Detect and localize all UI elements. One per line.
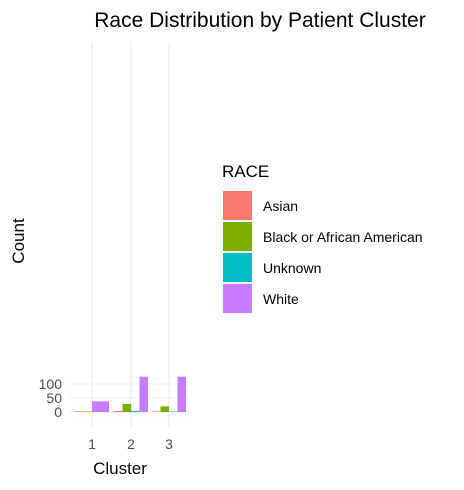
bar-white-cluster-1 [92, 401, 109, 412]
legend-label-asian: Asian [263, 198, 298, 214]
bar-unknown-cluster-3 [169, 411, 178, 412]
legend-key-white [223, 284, 252, 313]
legend-key-black-or-african-american [223, 222, 252, 251]
bar-black-or-african-american-cluster-1 [75, 411, 92, 412]
legend-label-white: White [263, 291, 299, 307]
bar-white-cluster-2 [139, 376, 148, 412]
bar-asian-cluster-3 [152, 411, 161, 412]
x-tick-label-2: 2 [127, 436, 135, 452]
x-tick-label-1: 1 [88, 436, 96, 452]
bar-white-cluster-3 [177, 376, 186, 412]
x-axis-ticks: 1 2 3 [88, 436, 173, 452]
y-axis-label: Count [9, 218, 28, 264]
legend-key-asian [223, 191, 252, 220]
bar-black-or-african-american-cluster-2 [122, 403, 131, 412]
legend-key-unknown [223, 253, 252, 282]
x-axis-label: Cluster [93, 459, 147, 478]
legend: RACE Asian Black or African American Unkno… [222, 162, 423, 313]
legend-label-unknown: Unknown [263, 260, 321, 276]
y-tick-label-0: 0 [54, 404, 62, 420]
y-tick-label-100: 100 [39, 376, 63, 392]
bar-asian-cluster-2 [114, 410, 123, 412]
legend-label-black-or-african-american: Black or African American [263, 229, 423, 245]
legend-title: RACE [222, 162, 269, 181]
bars [75, 376, 186, 412]
grid [70, 42, 190, 428]
bar-unknown-cluster-2 [131, 410, 140, 412]
chart-title: Race Distribution by Patient Cluster [94, 9, 425, 32]
y-tick-label-50: 50 [46, 390, 62, 406]
x-tick-label-3: 3 [165, 436, 173, 452]
bar-black-or-african-american-cluster-3 [160, 406, 169, 412]
